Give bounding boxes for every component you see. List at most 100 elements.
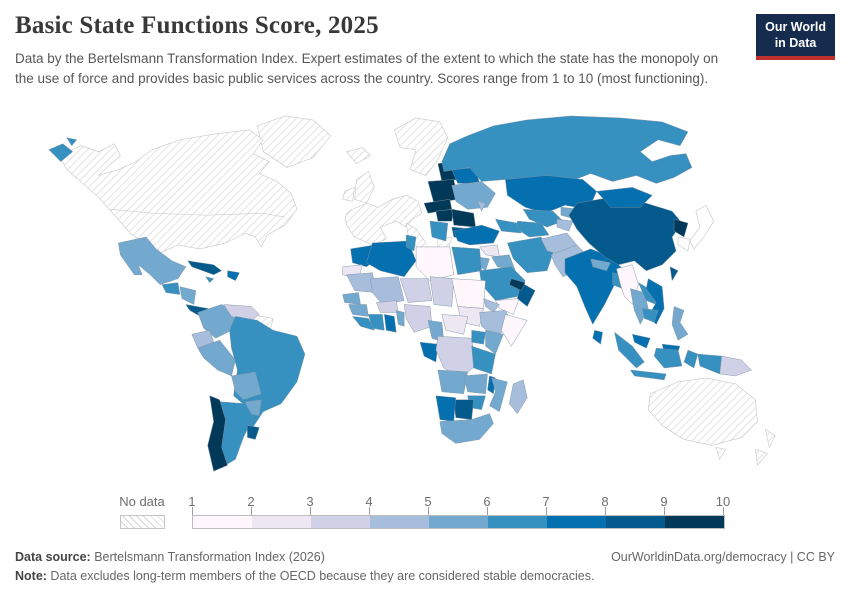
country-cuba[interactable] (187, 260, 223, 275)
country-burkina-faso[interactable] (376, 300, 399, 313)
country-tasmania[interactable] (715, 446, 727, 460)
country-indonesia-java[interactable] (629, 369, 667, 381)
country-canada-usa[interactable] (58, 129, 298, 254)
country-western-europe[interactable] (345, 195, 423, 246)
country-japan[interactable] (689, 204, 715, 250)
country-nepal[interactable] (590, 258, 611, 272)
legend-segment-5-6[interactable] (429, 516, 488, 528)
country-indonesia-kalimantan[interactable] (653, 347, 683, 369)
country-papua-new-guinea[interactable] (719, 355, 752, 377)
country-greenland[interactable] (256, 115, 332, 168)
country-indonesia-sumatra[interactable] (614, 331, 645, 369)
country-ireland[interactable] (342, 186, 355, 202)
country-guinea[interactable] (348, 304, 369, 317)
country-north-korea[interactable] (673, 218, 689, 238)
country-sierra-leone-liberia[interactable] (352, 316, 375, 331)
country-china[interactable] (568, 197, 683, 272)
country-mozambique[interactable] (489, 377, 508, 412)
country-romania[interactable] (451, 208, 476, 228)
country-guatemala[interactable] (161, 282, 181, 295)
country-italy[interactable] (405, 222, 427, 250)
country-zambia[interactable] (463, 373, 488, 395)
country-venezuela[interactable] (223, 304, 260, 323)
country-malaysia-west[interactable] (632, 333, 651, 349)
legend-segment-8-9[interactable] (606, 516, 665, 528)
legend-segment-6-7[interactable] (488, 516, 547, 528)
country-sudan[interactable] (451, 278, 486, 309)
country-mali[interactable] (370, 276, 405, 305)
legend-segment-1-2[interactable] (193, 516, 252, 528)
country-hungary[interactable] (435, 208, 455, 222)
country-jamaica[interactable] (205, 276, 215, 284)
country-philippines[interactable] (671, 306, 689, 341)
country-scandinavia[interactable] (393, 117, 449, 176)
owid-logo[interactable]: Our World in Data (756, 14, 835, 61)
country-central-african-republic[interactable] (441, 314, 468, 335)
country-somalia[interactable] (501, 314, 528, 347)
legend-tick (251, 507, 252, 515)
country-uruguay[interactable] (247, 425, 260, 440)
country-south-korea[interactable] (677, 236, 691, 252)
country-nigeria[interactable] (403, 304, 433, 333)
country-uganda[interactable] (471, 330, 486, 345)
country-botswana[interactable] (453, 399, 474, 420)
country-tanzania[interactable] (471, 345, 496, 375)
country-syria[interactable] (479, 244, 500, 258)
country-congo-gabon[interactable] (419, 341, 439, 363)
rights-link[interactable]: OurWorldinData.org/democracy | CC BY (611, 550, 835, 564)
note-label: Note: (15, 568, 47, 583)
country-turkmenistan[interactable] (517, 220, 550, 238)
legend-tick-label-9: 9 (660, 494, 668, 509)
country-libya[interactable] (415, 246, 455, 281)
country-moldova[interactable] (477, 200, 486, 212)
country-niger[interactable] (399, 278, 433, 303)
country-iceland[interactable] (346, 147, 371, 164)
country-tajikistan[interactable] (556, 218, 574, 232)
country-new-zealand-south[interactable] (755, 448, 768, 466)
country-chile[interactable] (207, 395, 228, 472)
country-kenya[interactable] (485, 330, 504, 355)
country-honduras-nicaragua[interactable] (179, 286, 197, 305)
country-ukraine[interactable] (451, 181, 496, 210)
legend-segment-2-3[interactable] (252, 516, 311, 528)
country-iran[interactable] (507, 236, 554, 273)
country-russia-chukotka[interactable] (48, 143, 74, 162)
legend-segment-3-4[interactable] (311, 516, 370, 528)
country-cote-divoire[interactable] (368, 314, 385, 331)
legend-segment-9-10[interactable] (665, 516, 724, 528)
country-australia[interactable] (647, 377, 758, 446)
country-mongolia[interactable] (596, 187, 653, 208)
country-angola[interactable] (437, 369, 468, 395)
legend-segment-4-5[interactable] (370, 516, 429, 528)
country-uzbekistan[interactable] (522, 208, 564, 228)
page-subtitle: Data by the Bertelsmann Transformation I… (15, 51, 719, 86)
country-taiwan[interactable] (669, 266, 679, 282)
country-madagascar[interactable] (509, 379, 528, 415)
country-senegal[interactable] (342, 292, 361, 305)
country-south-africa[interactable] (439, 413, 494, 444)
legend-tick (310, 507, 311, 515)
country-indonesia-sulawesi[interactable] (683, 349, 699, 369)
country-russia[interactable] (441, 115, 693, 186)
country-indonesia-papua[interactable] (697, 353, 722, 375)
country-caucasus[interactable] (495, 218, 522, 234)
country-mexico[interactable] (118, 236, 187, 285)
country-united-kingdom[interactable] (354, 171, 375, 204)
country-hispaniola[interactable] (227, 270, 240, 281)
country-sri-lanka[interactable] (592, 330, 603, 345)
country-cambodia[interactable] (642, 308, 659, 323)
country-chad[interactable] (429, 276, 455, 307)
country-uae-qatar[interactable] (509, 278, 526, 291)
country-ghana[interactable] (384, 314, 397, 333)
legend-segment-7-8[interactable] (547, 516, 606, 528)
country-new-zealand-north[interactable] (764, 428, 776, 449)
country-egypt[interactable] (451, 246, 482, 275)
country-russia-sliver[interactable] (66, 137, 78, 147)
country-bolivia[interactable] (231, 371, 262, 400)
country-namibia[interactable] (435, 395, 457, 422)
legend-no-data-swatch[interactable] (120, 515, 165, 529)
country-tunisia[interactable] (405, 234, 417, 252)
country-turkey[interactable] (453, 224, 500, 246)
country-western-balkans[interactable] (429, 220, 449, 242)
country-benin-togo[interactable] (395, 310, 405, 327)
